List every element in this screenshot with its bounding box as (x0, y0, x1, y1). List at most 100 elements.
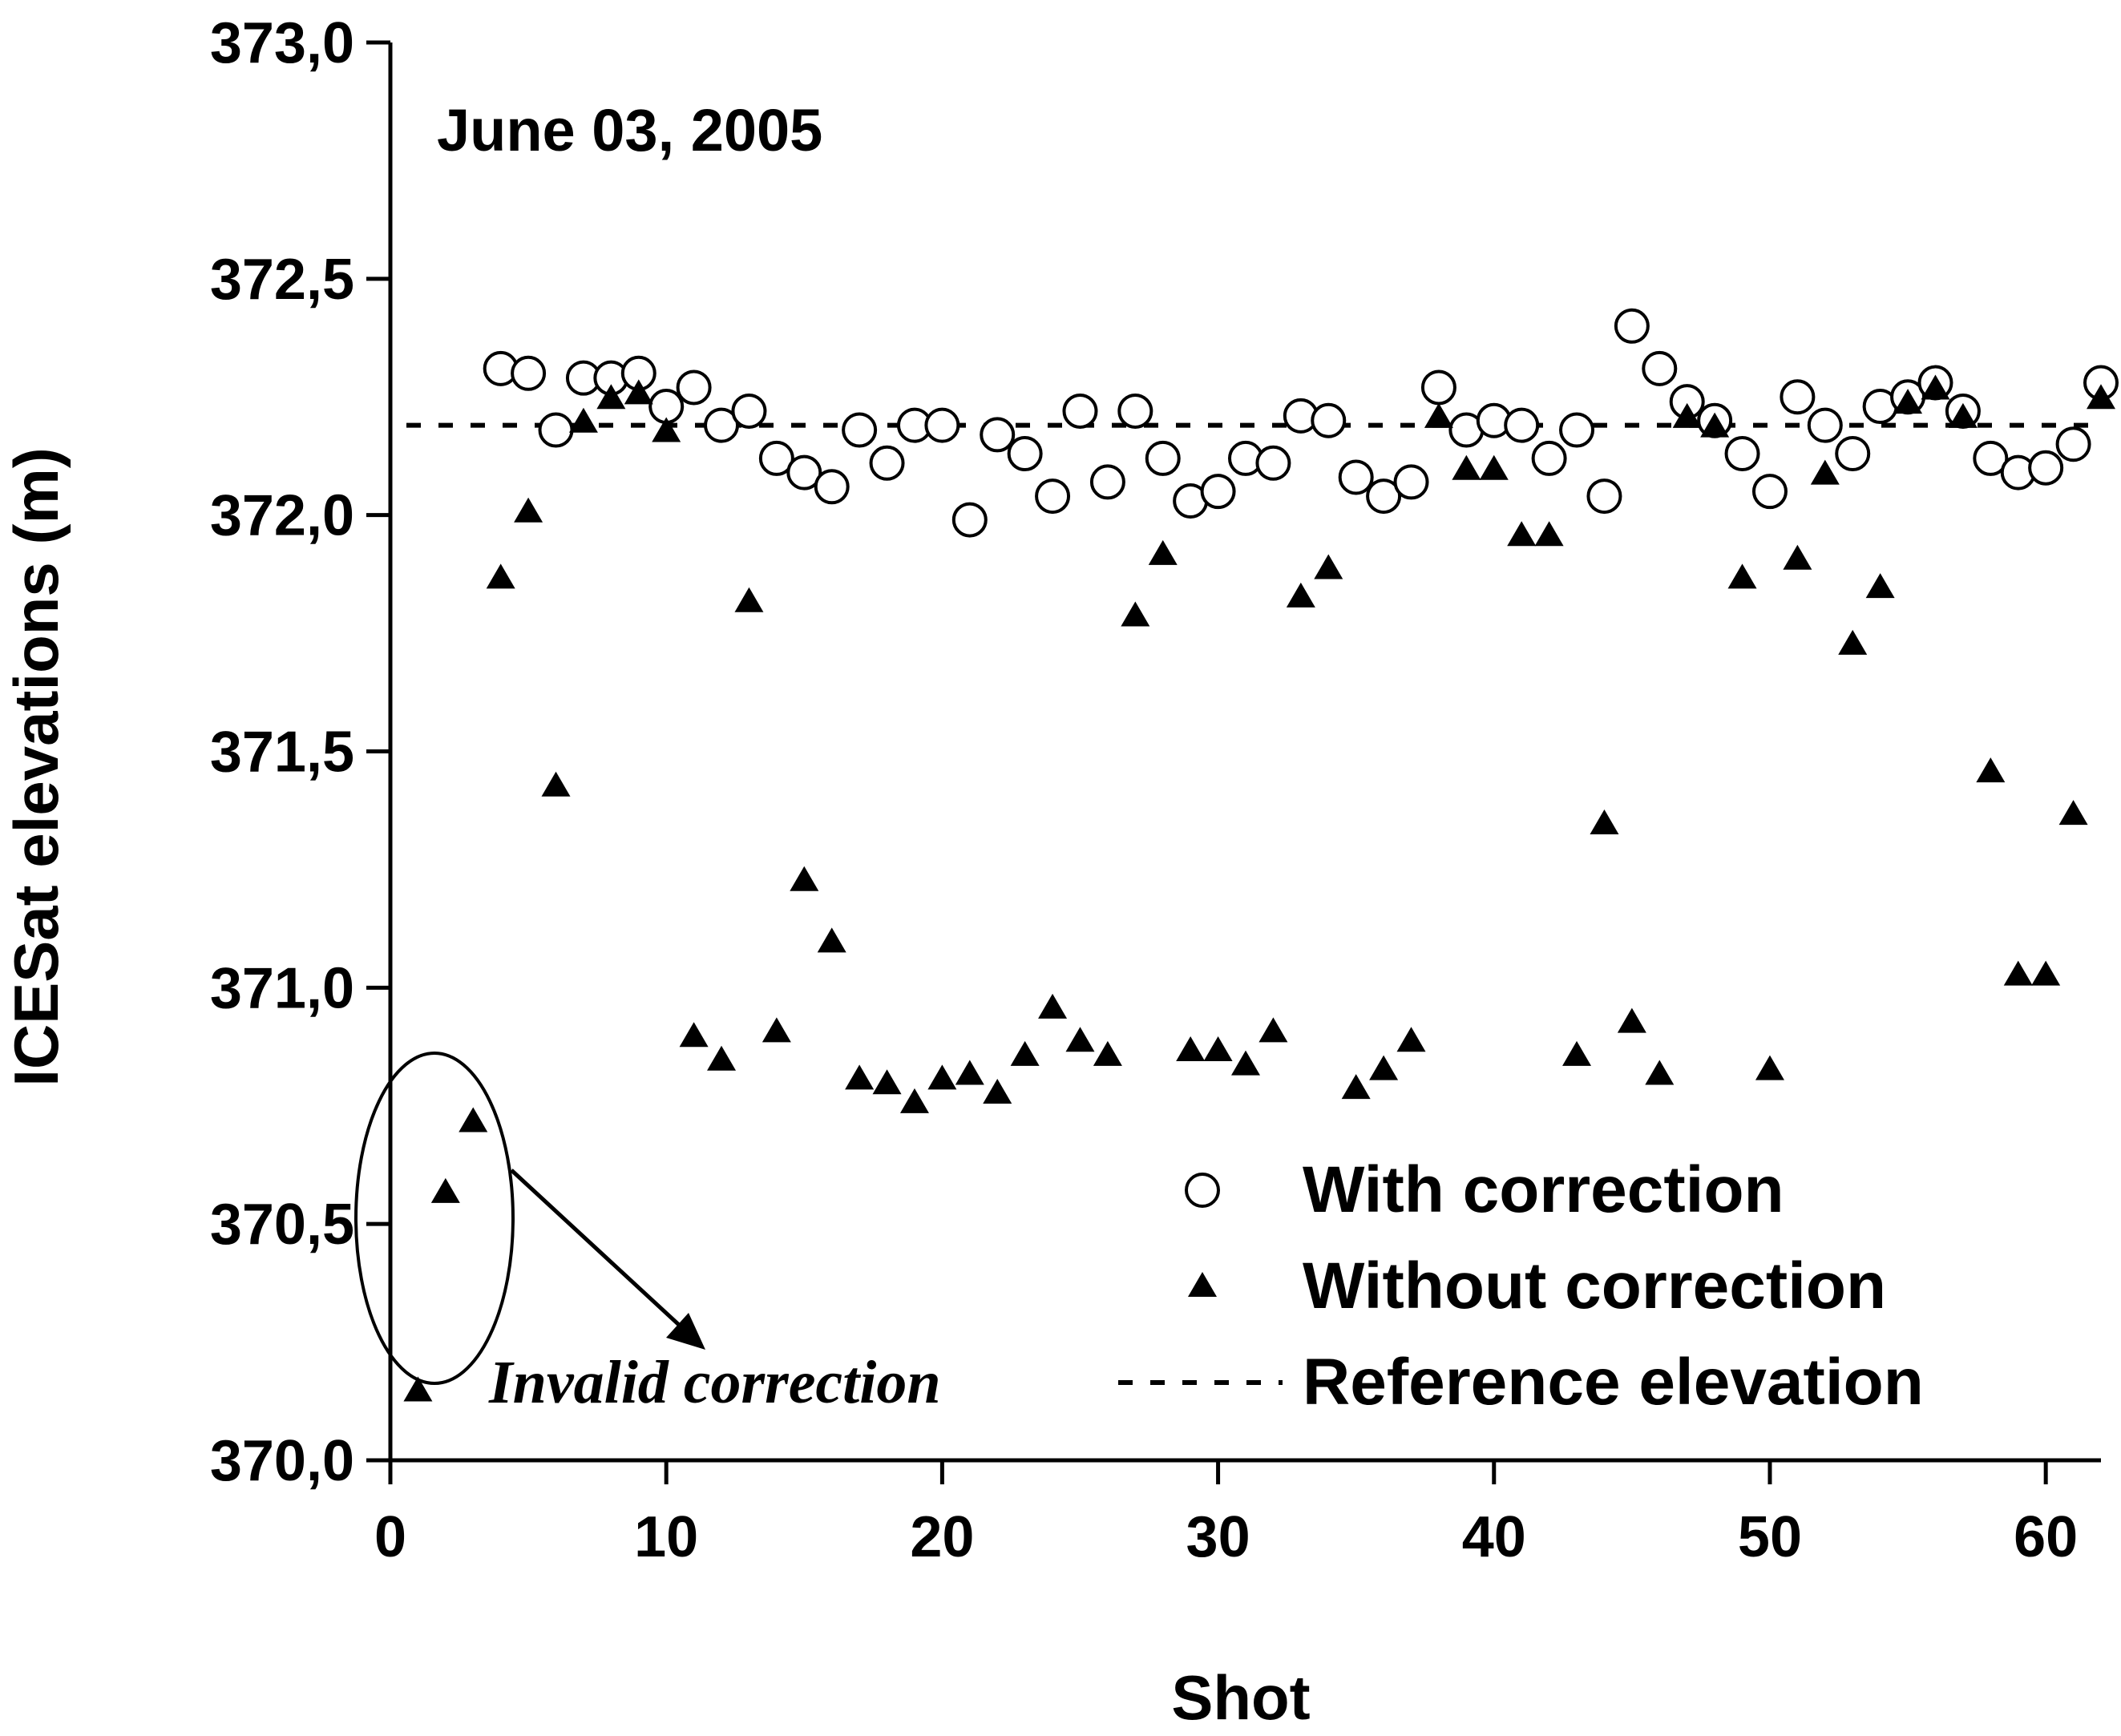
data-point-with-correction (1393, 464, 1429, 500)
data-point-with-correction (1117, 393, 1153, 429)
data-point-with-correction (1724, 436, 1760, 472)
data-point-with-correction (1200, 474, 1236, 510)
data-point-with-correction (1338, 459, 1374, 495)
data-point-without-correction (403, 1376, 433, 1402)
data-point-without-correction (1507, 521, 1537, 547)
data-point-without-correction (734, 587, 764, 612)
data-point-without-correction (514, 497, 543, 523)
data-point-without-correction (1976, 757, 2006, 783)
y-axis-ticks: 370,0 370,5 371,0 371,5 372,0 372,5 373,0 (210, 11, 390, 1493)
data-point-without-correction (568, 407, 598, 433)
annotation-label: Invalid correction (488, 1349, 941, 1416)
y-tick-label: 371,0 (210, 956, 354, 1020)
data-point-without-correction (2031, 960, 2061, 986)
data-point-without-correction (1948, 402, 1978, 428)
data-point-with-correction (1504, 407, 1540, 443)
data-point-without-correction (652, 417, 681, 442)
data-point-with-correction (1255, 445, 1291, 481)
data-point-without-correction (430, 1177, 460, 1203)
legend-marker-circle (1185, 1173, 1220, 1208)
data-point-with-correction (1586, 478, 1622, 515)
data-point-without-correction (1286, 582, 1315, 608)
x-axis-ticks: 0 10 20 30 40 50 60 (374, 1460, 2078, 1569)
legend-label-without-correction: Without correction (1303, 1250, 1886, 1322)
data-point-without-correction (1590, 809, 1619, 834)
data-point-without-correction (1010, 1040, 1040, 1066)
data-point-without-correction (707, 1045, 737, 1071)
data-point-without-correction (1065, 1027, 1095, 1052)
data-point-without-correction (1672, 402, 1702, 428)
data-point-with-correction (1366, 478, 1402, 515)
data-point-with-correction (1614, 308, 1650, 344)
data-point-without-correction (459, 1107, 488, 1132)
data-point-with-correction (731, 393, 767, 429)
data-point-with-correction (2028, 450, 2064, 486)
legend: With correction Without correction Refer… (1118, 1153, 1924, 1419)
data-point-without-correction (1369, 1055, 1399, 1080)
data-point-with-correction (1420, 369, 1456, 406)
data-point-without-correction (1783, 544, 1812, 570)
data-point-with-correction (842, 412, 878, 448)
data-point-with-correction (1311, 402, 1347, 438)
data-point-without-correction (983, 1079, 1012, 1104)
data-point-without-correction (762, 1017, 791, 1043)
legend-item-without-correction: Without correction (1188, 1250, 1886, 1322)
data-point-without-correction (624, 379, 653, 405)
data-point-with-correction (814, 469, 850, 505)
y-tick-label: 372,0 (210, 484, 354, 548)
data-point-without-correction (1396, 1027, 1426, 1052)
data-point-without-correction (1176, 1036, 1206, 1061)
data-point-without-correction (2058, 800, 2088, 826)
x-axis-title: Shot (1171, 1662, 1310, 1733)
data-point-without-correction (1258, 1017, 1288, 1043)
data-point-with-correction (1089, 464, 1125, 500)
data-point-without-correction (1479, 454, 1509, 480)
data-point-without-correction (1121, 601, 1150, 627)
data-point-without-correction (1203, 1036, 1233, 1061)
data-point-without-correction (1562, 1040, 1592, 1066)
data-point-without-correction (1645, 1060, 1675, 1085)
x-tick-label: 0 (374, 1505, 406, 1569)
data-point-with-correction (1062, 393, 1098, 429)
data-point-without-correction (1148, 539, 1178, 565)
y-axis-title: ICESat elevations (m) (1, 447, 71, 1087)
data-point-with-correction (869, 445, 905, 481)
plot-area: 370,0 370,5 371,0 371,5 372,0 372,5 373,0 0 10 2… (210, 11, 2119, 1569)
data-point-without-correction (1424, 402, 1453, 428)
data-point-with-correction (980, 417, 1016, 453)
data-point-without-correction (1700, 412, 1730, 438)
data-point-with-correction (1559, 412, 1595, 448)
data-point-with-correction (1751, 474, 1788, 510)
data-point-with-correction (1973, 440, 2009, 476)
data-point-with-correction (538, 412, 574, 448)
data-point-without-correction (486, 563, 515, 589)
data-point-with-correction (1780, 379, 1816, 415)
data-point-without-correction (2087, 384, 2115, 410)
data-point-without-correction (790, 866, 819, 891)
invalid-correction-annotation: Invalid correction (354, 1052, 941, 1416)
data-point-without-correction (679, 1022, 709, 1048)
data-point-without-correction (596, 384, 626, 410)
data-point-without-correction (872, 1069, 902, 1095)
data-point-with-correction (1807, 407, 1843, 443)
y-tick-label: 372,5 (210, 248, 354, 312)
data-point-with-correction (1035, 478, 1071, 515)
data-point-with-correction (511, 355, 547, 391)
y-tick-label: 370,5 (210, 1193, 354, 1257)
data-point-without-correction (1810, 459, 1840, 485)
legend-item-with-correction: With correction (1185, 1153, 1784, 1226)
legend-label-reference-elevation: Reference elevation (1303, 1346, 1924, 1419)
data-point-without-correction (1893, 389, 1923, 414)
data-point-with-correction (2055, 426, 2091, 462)
data-point-without-correction (1838, 629, 1868, 655)
legend-label-with-correction: With correction (1303, 1153, 1784, 1226)
y-tick-label: 373,0 (210, 11, 354, 75)
x-tick-label: 50 (1738, 1505, 1802, 1569)
x-tick-label: 40 (1462, 1505, 1526, 1569)
data-point-with-correction (676, 369, 712, 406)
data-point-without-correction (1038, 993, 1068, 1019)
data-point-with-correction (1531, 440, 1567, 476)
data-point-with-correction (1835, 436, 1871, 472)
annotation-arrow-head (666, 1313, 705, 1350)
